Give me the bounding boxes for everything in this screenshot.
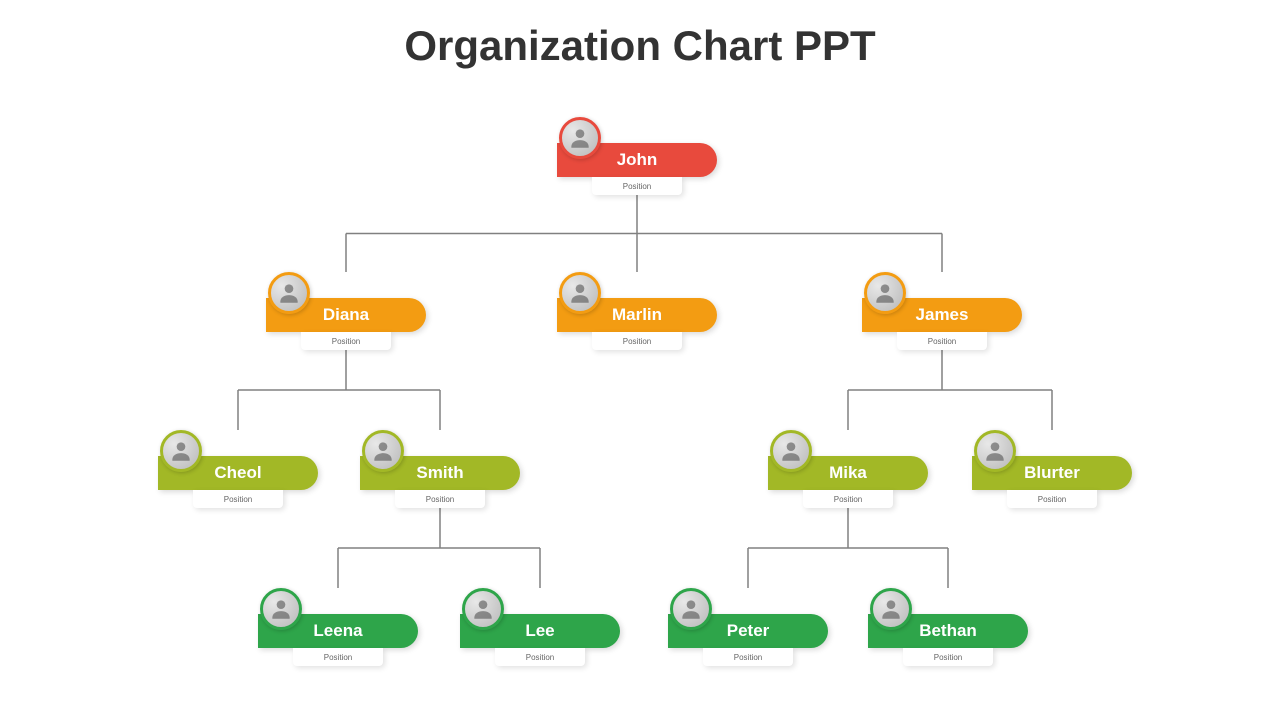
avatar: [770, 430, 812, 472]
org-node-mika: MikaPosition: [768, 456, 928, 516]
avatar: [670, 588, 712, 630]
org-node-cheol: CheolPosition: [158, 456, 318, 516]
avatar: [864, 272, 906, 314]
position-bar: Position: [293, 648, 383, 666]
position-bar: Position: [1007, 490, 1097, 508]
position-bar: Position: [395, 490, 485, 508]
org-node-john: JohnPosition: [557, 143, 717, 203]
avatar: [974, 430, 1016, 472]
position-bar: Position: [803, 490, 893, 508]
position-bar: Position: [897, 332, 987, 350]
org-node-leena: LeenaPosition: [258, 614, 418, 674]
position-bar: Position: [193, 490, 283, 508]
org-node-peter: PeterPosition: [668, 614, 828, 674]
org-node-blurter: BlurterPosition: [972, 456, 1132, 516]
avatar: [160, 430, 202, 472]
org-chart: JohnPosition DianaPosition MarlinPosition J…: [0, 0, 1280, 720]
org-node-diana: DianaPosition: [266, 298, 426, 358]
avatar: [362, 430, 404, 472]
avatar: [559, 272, 601, 314]
avatar: [268, 272, 310, 314]
position-bar: Position: [592, 332, 682, 350]
avatar: [870, 588, 912, 630]
avatar: [260, 588, 302, 630]
org-node-lee: LeePosition: [460, 614, 620, 674]
org-node-marlin: MarlinPosition: [557, 298, 717, 358]
org-node-bethan: BethanPosition: [868, 614, 1028, 674]
position-bar: Position: [301, 332, 391, 350]
avatar: [559, 117, 601, 159]
org-node-smith: SmithPosition: [360, 456, 520, 516]
position-bar: Position: [903, 648, 993, 666]
position-bar: Position: [495, 648, 585, 666]
position-bar: Position: [703, 648, 793, 666]
position-bar: Position: [592, 177, 682, 195]
avatar: [462, 588, 504, 630]
org-node-james: JamesPosition: [862, 298, 1022, 358]
